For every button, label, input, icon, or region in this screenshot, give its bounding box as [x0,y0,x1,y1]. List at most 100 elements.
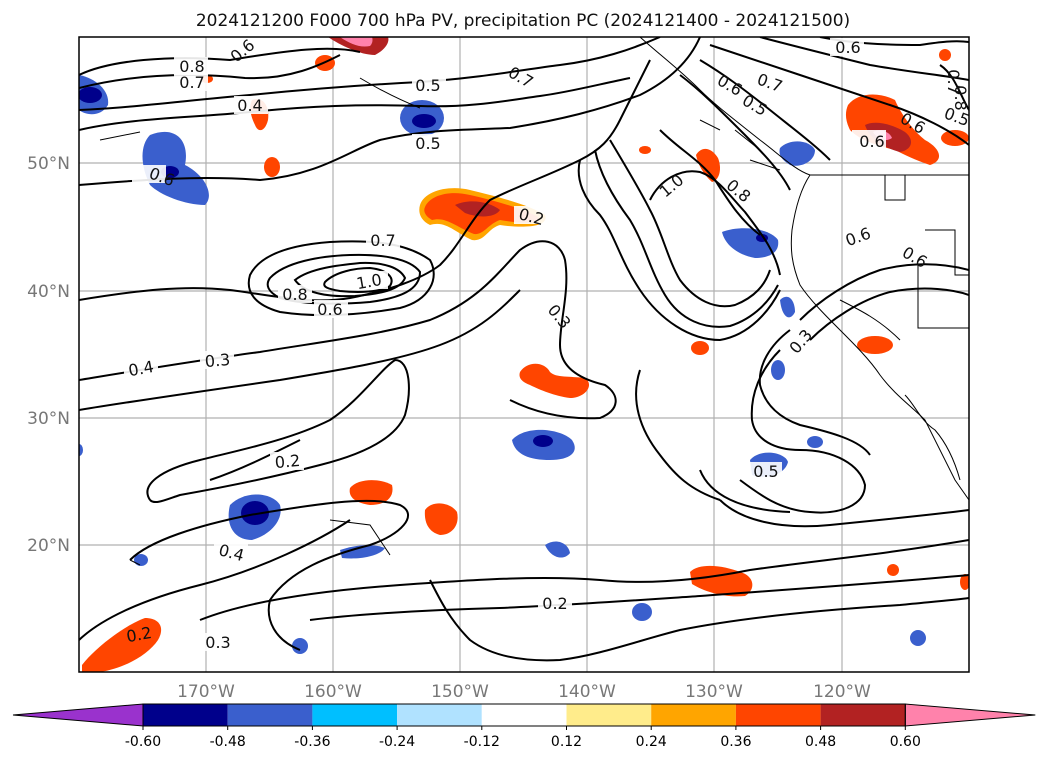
lon-label: 120°W [813,682,871,702]
negative-anomaly-blob [807,436,823,448]
positive-anomaly-blob [424,503,458,535]
contour-label: 1.0 [355,270,383,293]
colorbar-segment [397,704,482,726]
colorbar-segment [820,704,906,726]
negative-anomaly-blob [228,494,281,540]
negative-anomaly-blob [910,630,926,646]
figure-title: 2024121200 F000 700 hPa PV, precipitatio… [196,11,850,31]
contour-line [429,579,969,662]
colorbar-extend-low [12,703,144,727]
contour-label: 0.3 [205,633,230,652]
contour-line [719,499,969,528]
colorbar-tick-label: -0.48 [210,734,246,750]
contour-label: 0.7 [179,73,204,92]
lon-label: 140°W [558,682,616,702]
contour-line [594,149,779,328]
colorbar-extend-high [904,703,1036,727]
contour-line [577,159,781,342]
contour-label: 0.4 [127,357,155,380]
positive-anomaly-blob [328,37,389,55]
positive-anomaly-blob [264,157,280,177]
lon-labels: 170°W 160°W 150°W 140°W 130°W 120°W [177,682,871,702]
colorbar-tick-label: 0.12 [551,734,582,750]
contour-line [79,54,341,89]
contour-line [758,329,871,456]
positive-anomaly-blob [696,148,720,182]
contour-label: 0.8 [179,57,204,76]
negative-anomaly-blob [771,360,785,380]
colorbar-frame [142,703,906,727]
negative-anomaly-blob [632,603,652,621]
colorbar-tick-label: 0.24 [636,734,667,750]
lat-label: 30°N [27,409,70,429]
negative-anomaly-blob [134,554,148,566]
contour-line [79,77,631,131]
contour-line [79,37,701,186]
positive-anomaly-blob [419,188,546,241]
colorbar-tick-label: -0.24 [379,734,415,750]
coastline [917,265,969,329]
positive-anomaly-blob [691,341,709,355]
coastline [925,229,969,276]
negative-anomaly-blob [79,444,83,456]
coastline [839,299,901,341]
colorbar-tick-label: 0.48 [805,734,836,750]
contour-line [759,37,969,81]
contour-line [699,59,831,161]
contour-line [146,358,410,504]
contour-line [699,469,791,513]
contour-line [799,263,969,321]
negative-anomaly-blob [340,545,385,559]
coastline [129,559,141,566]
contour-label: 0.6 [835,38,860,57]
coastline [329,519,391,556]
positive-anomaly-blob [340,37,373,47]
contour-label: 0.8 [282,285,307,304]
contour-label: 0.6 [859,132,884,151]
contour-line [247,240,435,317]
contour-label: 0.5 [415,76,440,95]
graticule [79,37,969,672]
colorbar-tick-label: -0.36 [294,734,330,750]
colorbar-segment [651,704,736,726]
colorbar-segment [143,704,228,726]
contour-line [209,439,301,481]
coastlines [99,37,969,566]
contour-line [79,59,651,302]
coastline [639,37,969,176]
lon-label: 170°W [177,682,235,702]
lat-label: 20°N [27,536,70,556]
contour-label: 0.8 [951,85,970,110]
contour-line [79,240,617,420]
contour-label: 0.2 [274,451,301,472]
colorbar: -0.60 -0.48 -0.36 -0.24 -0.12 0.12 0.24 0.36 0.4… [12,703,1036,750]
colorbar-tick-label: 0.60 [890,734,921,750]
colorbar-tick-label: -0.60 [125,734,161,750]
map-panel: 0.8 0.7 0.6 0.4 0.5 0.5 0.7 0.6 0.5 0.7 … [79,37,970,672]
contour-line [199,539,969,621]
positive-anomaly-blob [939,49,951,61]
contour-line [609,139,771,308]
coastline [884,175,906,201]
negative-anomaly-blob [400,100,444,136]
negative-anomaly-blob [292,638,308,654]
contour-line [79,289,521,411]
lat-label: 50°N [27,154,70,174]
contour-line [679,74,791,191]
coastline [99,131,141,141]
contour-label: 0.3 [204,350,231,371]
contour-label: 0.6 [317,300,342,319]
lon-label: 130°W [685,682,743,702]
positive-anomaly-blob [857,336,893,354]
negative-anomaly-blob [780,296,795,318]
colorbar-segment [566,704,652,726]
contour-line [659,129,761,236]
positive-anomaly-blob [82,618,162,672]
colorbar-segment [481,704,567,726]
lon-label: 160°W [304,682,362,702]
colorbar-segment [735,704,821,726]
negative-anomaly-blob [779,141,815,166]
contour-line [709,44,969,146]
contour-line [79,37,661,111]
